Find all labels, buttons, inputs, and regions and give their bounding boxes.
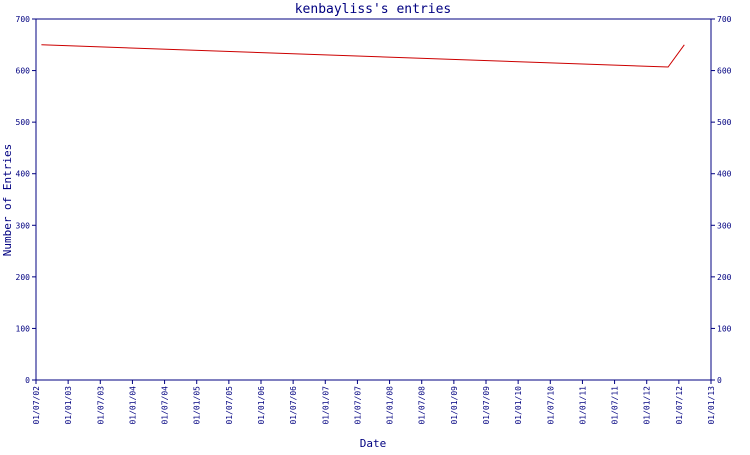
y-tick-label-right: 0 — [717, 376, 722, 385]
y-tick-label-left: 500 — [16, 118, 31, 127]
plot-border — [35, 18, 712, 381]
y-tick-label-left: 300 — [16, 221, 31, 230]
y-tick-label-right: 200 — [717, 273, 732, 282]
x-tick-label: 01/07/07 — [353, 386, 362, 425]
x-tick-label: 01/01/07 — [321, 386, 330, 425]
x-tick-label: 01/07/06 — [289, 386, 298, 425]
plot-frame — [35, 18, 712, 381]
x-tick-label: 01/01/05 — [193, 386, 202, 425]
series-line — [41, 44, 685, 68]
x-tick-label: 01/01/03 — [64, 386, 73, 425]
y-tick-label-right: 400 — [717, 170, 732, 179]
chart-title: kenbayliss's entries — [295, 2, 452, 17]
y-tick-label-left: 0 — [25, 376, 30, 385]
y-tick-label-right: 100 — [717, 324, 732, 333]
x-tick-label: 01/07/04 — [161, 386, 170, 425]
y-axis-label: Number of Entries — [1, 144, 14, 257]
x-tick-label: 01/01/12 — [643, 386, 652, 425]
x-axis: 01/07/02 01/01/03 01/07/03 01/01/04 01/07/04… — [32, 380, 716, 425]
y-tick-label-right: 600 — [717, 67, 732, 76]
x-tick-label: 01/01/04 — [128, 386, 137, 425]
y-axis-left: 0 100 200 300 400 500 600 700 — [16, 15, 36, 385]
y-tick-label-left: 600 — [16, 67, 31, 76]
y-tick-label-right: 300 — [717, 221, 732, 230]
x-tick-label: 01/07/10 — [546, 386, 555, 425]
y-tick-label-left: 400 — [16, 170, 31, 179]
x-tick-label: 01/07/05 — [225, 386, 234, 425]
x-tick-label: 01/01/11 — [578, 386, 587, 425]
x-tick-label: 01/07/02 — [32, 386, 41, 425]
y-tick-label-left: 100 — [16, 324, 31, 333]
y-tick-label-left: 200 — [16, 273, 31, 282]
series-layer — [41, 44, 685, 68]
x-tick-label: 01/07/12 — [675, 386, 684, 425]
x-tick-label: 01/01/06 — [257, 386, 266, 425]
x-tick-label: 01/01/09 — [450, 386, 459, 425]
x-tick-label: 01/01/08 — [386, 386, 395, 425]
y-tick-label-left: 700 — [16, 15, 31, 24]
x-tick-label: 01/07/03 — [96, 386, 105, 425]
x-tick-label: 01/07/11 — [611, 386, 620, 425]
x-axis-label: Date — [360, 437, 387, 450]
y-tick-label-right: 700 — [717, 15, 732, 24]
y-tick-label-right: 500 — [717, 118, 732, 127]
x-tick-label: 01/01/13 — [707, 386, 716, 425]
x-tick-label: 01/07/08 — [418, 386, 427, 425]
x-tick-label: 01/01/10 — [514, 386, 523, 425]
x-tick-label: 01/07/09 — [482, 386, 491, 425]
y-axis-right: 0 100 200 300 400 500 600 700 — [711, 15, 732, 385]
